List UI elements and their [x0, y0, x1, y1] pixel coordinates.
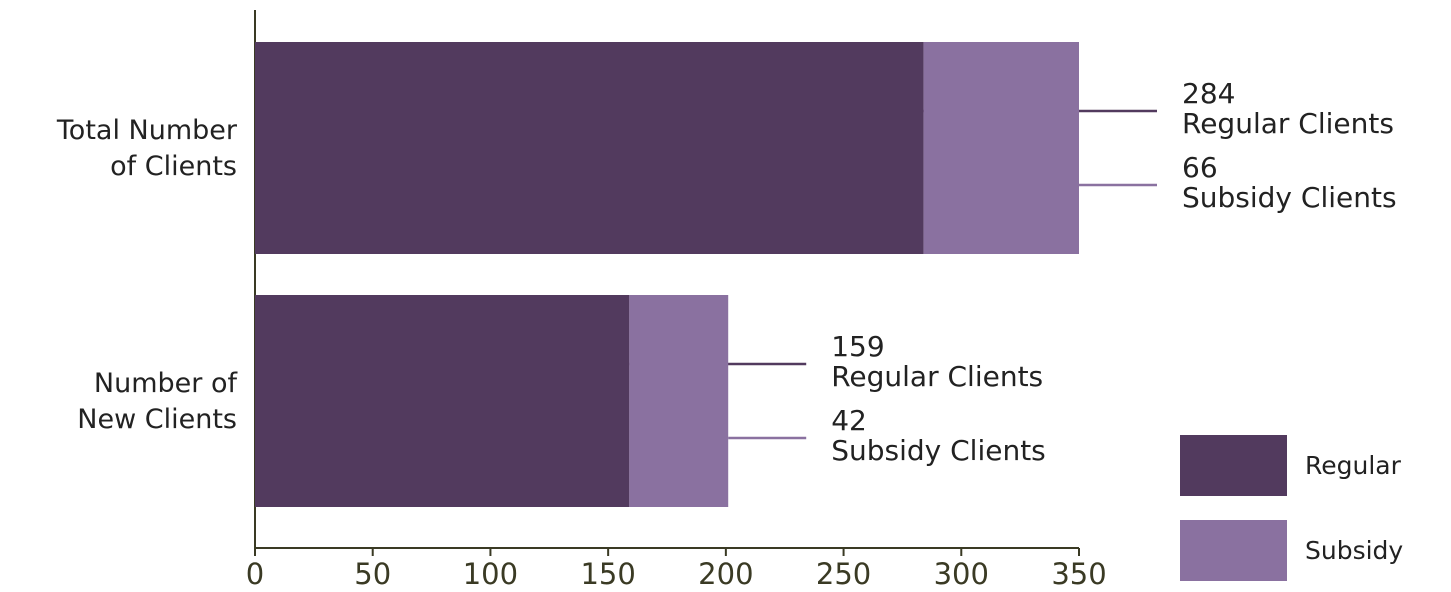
data-label-name: Subsidy Clients	[1182, 181, 1397, 214]
bar-segment	[923, 42, 1079, 254]
data-label-name: Regular Clients	[831, 360, 1043, 393]
x-tick-label: 100	[463, 557, 518, 591]
category-line: of Clients	[110, 151, 237, 182]
data-label: 159	[831, 330, 884, 363]
data-label-name: Subsidy Clients	[831, 434, 1046, 467]
category-line: Number of	[94, 368, 239, 399]
bar-segment	[255, 295, 630, 507]
x-tick-label: 300	[934, 557, 989, 591]
x-tick-label: 150	[580, 557, 635, 591]
bar-segment	[629, 295, 729, 507]
x-tick-label: 50	[354, 557, 391, 591]
x-tick-label: 200	[698, 557, 753, 591]
legend-swatch	[1180, 435, 1287, 496]
data-label: 284	[1182, 77, 1235, 110]
category-label: Total Number of Clients	[56, 115, 238, 182]
category-line: New Clients	[77, 404, 237, 435]
data-label: 66	[1182, 151, 1218, 184]
bar-segment	[255, 42, 924, 254]
data-label-name: Regular Clients	[1182, 107, 1394, 140]
legend-label: Regular	[1305, 451, 1402, 480]
category-label: Number of New Clients	[77, 368, 238, 435]
data-label: 42	[831, 404, 867, 437]
x-tick-label: 250	[816, 557, 871, 591]
category-line: Total Number	[56, 115, 238, 146]
x-tick-label: 350	[1051, 557, 1106, 591]
legend-label: Subsidy	[1305, 536, 1403, 565]
x-tick-label: 0	[246, 557, 264, 591]
legend-swatch	[1180, 520, 1287, 581]
